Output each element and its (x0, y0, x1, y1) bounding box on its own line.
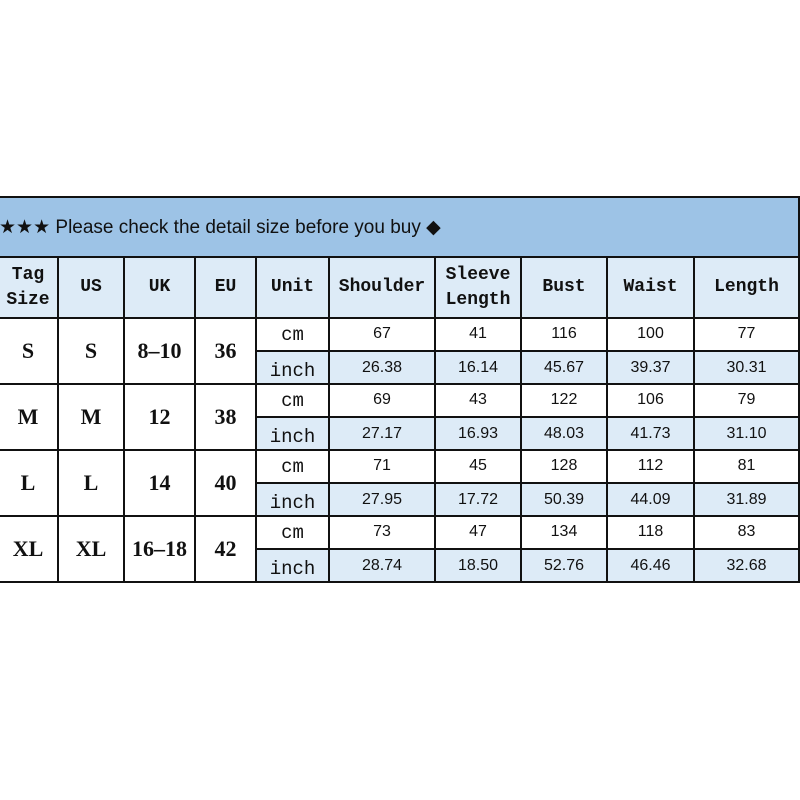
table-row: S S 8–10 36 cm 67 41 116 100 77 (0, 317, 800, 385)
value-cell: 106 (606, 383, 695, 418)
size-us-cell: S (57, 317, 125, 385)
table-row: inch 27.95 17.72 50.39 44.09 31.89 (0, 482, 800, 517)
size-us-cell: L (57, 449, 125, 517)
size-uk-cell: 14 (123, 449, 196, 517)
value-cell: 71 (328, 449, 436, 484)
value-cell: 73 (328, 515, 436, 550)
header-cell: Bust (520, 256, 608, 319)
value-cell: 48.03 (520, 416, 608, 451)
header-cell: Length (693, 256, 800, 319)
unit-cell: cm (255, 383, 330, 418)
value-cell: 46.46 (606, 548, 695, 583)
unit-cell: inch (255, 482, 330, 517)
header-cell: Sleeve Length (434, 256, 522, 319)
value-cell: 43 (434, 383, 522, 418)
table-row: inch 26.38 16.14 45.67 39.37 30.31 (0, 350, 800, 385)
table-row: L L 14 40 cm 71 45 128 112 81 (0, 449, 800, 517)
value-cell: 45.67 (520, 350, 608, 385)
value-cell: 69 (328, 383, 436, 418)
header-cell: Unit (255, 256, 330, 319)
unit-cell: cm (255, 449, 330, 484)
value-cell: 112 (606, 449, 695, 484)
header-cell: UK (123, 256, 196, 319)
size-tag-cell: L (0, 449, 59, 517)
value-cell: 52.76 (520, 548, 608, 583)
header-cell: US (57, 256, 125, 319)
header-row: Tag Size US UK EU Unit Shoulder Sleeve Length B… (0, 256, 800, 319)
banner-row: ★★★ Please check the detail size before … (0, 196, 800, 258)
value-cell: 31.89 (693, 482, 800, 517)
size-tag-cell: XL (0, 515, 59, 583)
header-cell: Shoulder (328, 256, 436, 319)
value-cell: 122 (520, 383, 608, 418)
value-cell: 44.09 (606, 482, 695, 517)
size-eu-cell: 38 (194, 383, 257, 451)
banner: ★★★ Please check the detail size before … (0, 196, 800, 258)
value-cell: 83 (693, 515, 800, 550)
size-table: ★★★ Please check the detail size before … (0, 196, 800, 583)
value-cell: 27.95 (328, 482, 436, 517)
size-uk-cell: 8–10 (123, 317, 196, 385)
header-cell: EU (194, 256, 257, 319)
table-row: inch 27.17 16.93 48.03 41.73 31.10 (0, 416, 800, 451)
value-cell: 27.17 (328, 416, 436, 451)
unit-cell: inch (255, 416, 330, 451)
header-cell: Tag Size (0, 256, 59, 319)
size-eu-cell: 42 (194, 515, 257, 583)
size-chart: ★★★ Please check the detail size before … (0, 196, 800, 583)
table-row: XL XL 16–18 42 cm 73 47 134 118 83 (0, 515, 800, 583)
value-cell: 26.38 (328, 350, 436, 385)
value-cell: 28.74 (328, 548, 436, 583)
size-tag-cell: M (0, 383, 59, 451)
size-uk-cell: 12 (123, 383, 196, 451)
diamond-icon: ◆ (426, 216, 441, 238)
value-cell: 18.50 (434, 548, 522, 583)
value-cell: 118 (606, 515, 695, 550)
unit-cell: cm (255, 317, 330, 352)
unit-cell: inch (255, 350, 330, 385)
size-tag-cell: S (0, 317, 59, 385)
value-cell: 79 (693, 383, 800, 418)
value-cell: 41 (434, 317, 522, 352)
value-cell: 16.93 (434, 416, 522, 451)
size-eu-cell: 40 (194, 449, 257, 517)
value-cell: 16.14 (434, 350, 522, 385)
unit-cell: inch (255, 548, 330, 583)
value-cell: 39.37 (606, 350, 695, 385)
value-cell: 128 (520, 449, 608, 484)
value-cell: 81 (693, 449, 800, 484)
value-cell: 77 (693, 317, 800, 352)
size-uk-cell: 16–18 (123, 515, 196, 583)
banner-text: Please check the detail size before you … (55, 216, 421, 238)
size-us-cell: M (57, 383, 125, 451)
value-cell: 41.73 (606, 416, 695, 451)
value-cell: 30.31 (693, 350, 800, 385)
value-cell: 100 (606, 317, 695, 352)
value-cell: 134 (520, 515, 608, 550)
value-cell: 32.68 (693, 548, 800, 583)
value-cell: 67 (328, 317, 436, 352)
header-cell: Waist (606, 256, 695, 319)
value-cell: 31.10 (693, 416, 800, 451)
value-cell: 47 (434, 515, 522, 550)
stars-icon: ★★★ (0, 216, 51, 238)
size-eu-cell: 36 (194, 317, 257, 385)
table-row: inch 28.74 18.50 52.76 46.46 32.68 (0, 548, 800, 583)
value-cell: 50.39 (520, 482, 608, 517)
unit-cell: cm (255, 515, 330, 550)
value-cell: 45 (434, 449, 522, 484)
value-cell: 116 (520, 317, 608, 352)
value-cell: 17.72 (434, 482, 522, 517)
size-us-cell: XL (57, 515, 125, 583)
table-row: M M 12 38 cm 69 43 122 106 79 (0, 383, 800, 451)
